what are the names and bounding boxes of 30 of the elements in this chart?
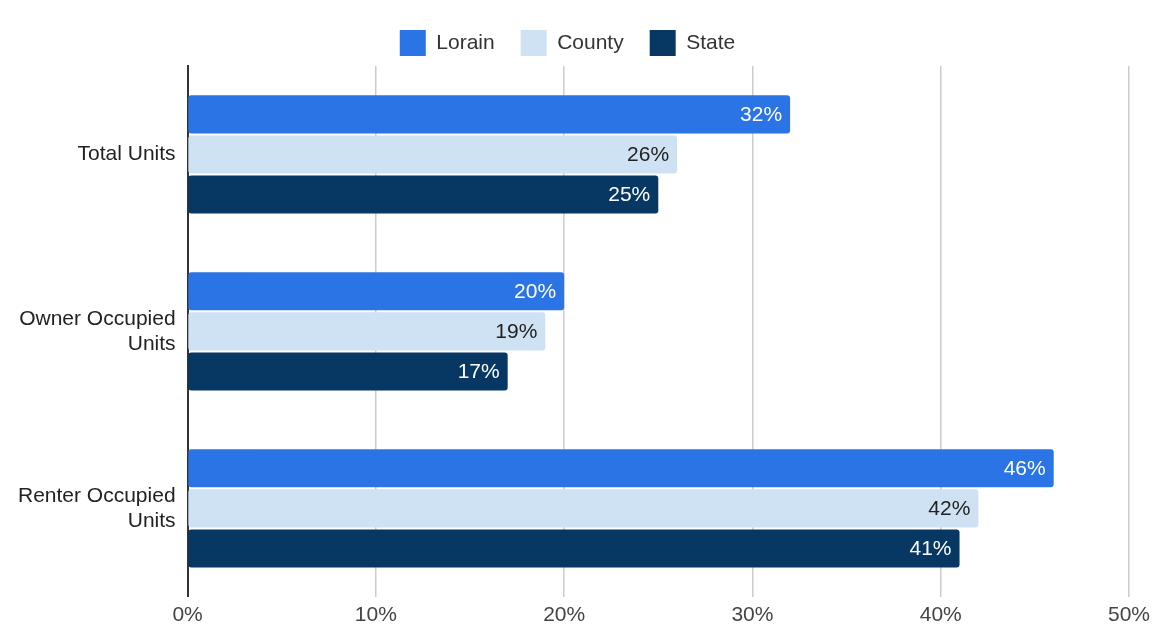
data-label: 17% bbox=[457, 359, 500, 383]
x-tick-label: 20% bbox=[543, 602, 586, 626]
bar bbox=[188, 489, 979, 528]
data-label: 41% bbox=[909, 536, 952, 560]
data-label: 42% bbox=[928, 496, 971, 520]
x-tick-label: 0% bbox=[172, 602, 203, 626]
bar bbox=[188, 352, 508, 391]
legend-label: State bbox=[686, 29, 736, 53]
y-tick-label: Total Units bbox=[77, 141, 176, 165]
legend-label: Lorain bbox=[436, 29, 495, 53]
bar bbox=[188, 529, 960, 568]
y-tick-label: Owner Occupied Units bbox=[19, 305, 176, 354]
data-label: 46% bbox=[1003, 456, 1046, 480]
data-label: 25% bbox=[608, 182, 651, 206]
bar bbox=[188, 95, 791, 134]
x-tick-label: 10% bbox=[354, 602, 397, 626]
bar bbox=[188, 449, 1054, 488]
data-label: 26% bbox=[627, 142, 670, 166]
legend-label: County bbox=[557, 29, 625, 53]
bar bbox=[188, 312, 546, 351]
x-tick-label: 30% bbox=[731, 602, 774, 626]
bar bbox=[188, 272, 565, 311]
data-label: 20% bbox=[514, 279, 557, 303]
bar bbox=[188, 175, 659, 214]
y-tick-label: Renter Occupied Units bbox=[17, 482, 176, 531]
data-label: 19% bbox=[495, 319, 538, 343]
x-tick-label: 40% bbox=[919, 602, 962, 626]
x-tick-label: 50% bbox=[1107, 602, 1151, 626]
data-label: 32% bbox=[740, 102, 783, 126]
bar bbox=[188, 135, 678, 174]
